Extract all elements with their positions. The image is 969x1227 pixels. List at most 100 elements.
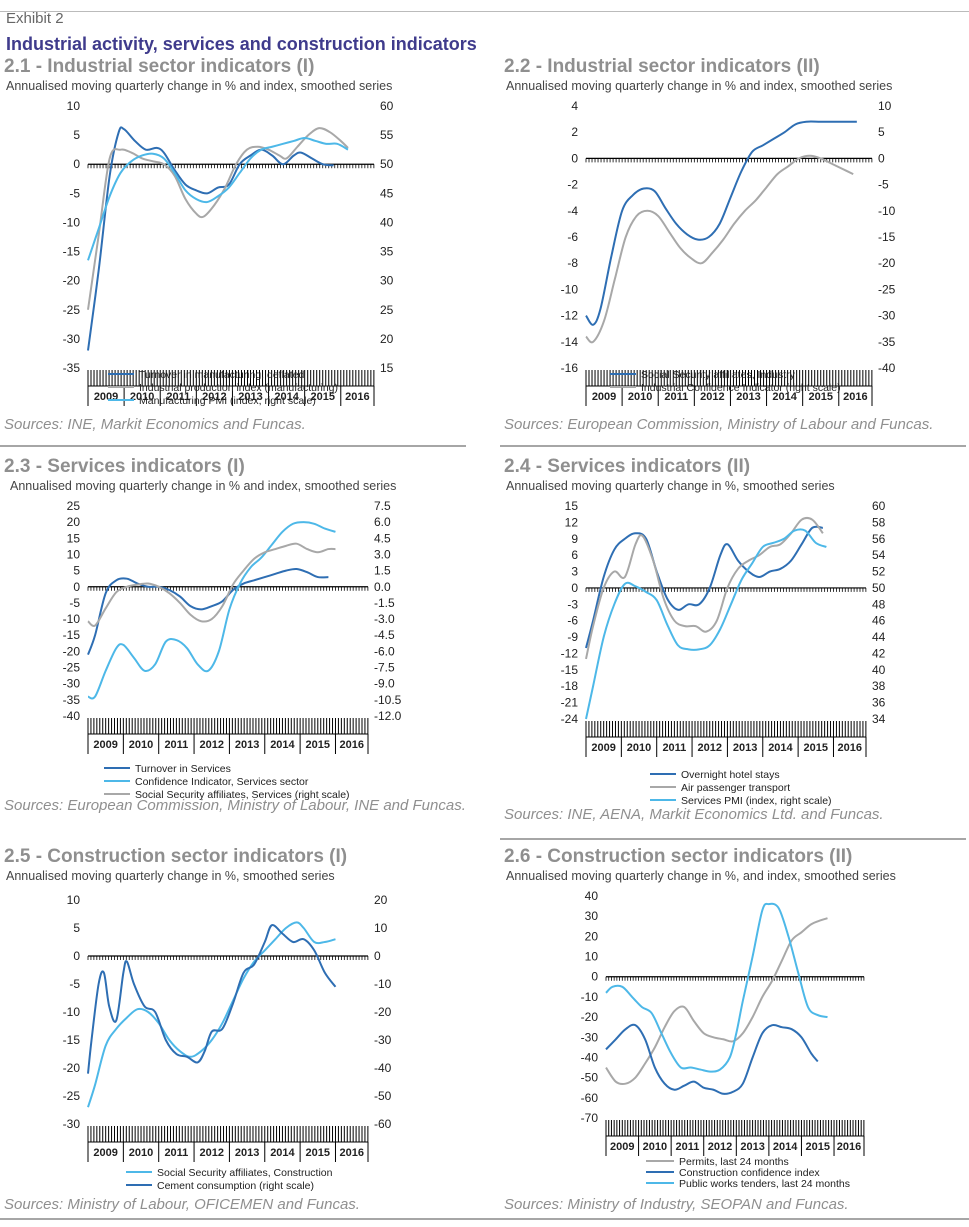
year-label: 2009 xyxy=(93,739,117,751)
left-tick-label: 20 xyxy=(585,929,599,943)
right-tick-label: -40 xyxy=(878,361,896,375)
right-tick-label: 20 xyxy=(380,332,394,346)
bottom-rule xyxy=(0,1218,969,1220)
left-tick-label: 5 xyxy=(73,128,80,142)
year-label: 2014 xyxy=(773,1141,798,1153)
left-tick-label: -20 xyxy=(63,644,81,658)
right-tick-label: -15 xyxy=(878,230,896,244)
right-tick-label: 35 xyxy=(380,245,394,259)
left-tick-label: 20 xyxy=(67,515,81,529)
right-tick-label: 56 xyxy=(872,532,886,546)
left-tick-label: -21 xyxy=(561,696,579,710)
year-label: 2014 xyxy=(274,391,299,403)
series-line-1 xyxy=(585,120,857,326)
left-tick-label: -10 xyxy=(63,612,81,626)
left-tick-label: -10 xyxy=(63,1005,81,1019)
left-tick-label: -40 xyxy=(63,709,81,723)
legend-label: Public works tenders, last 24 months xyxy=(679,1178,850,1190)
chart-2-2: 4 2 0 -2 -4 -6 -8 -10 -12 -14 -16 10 5 0 -5 -10 -15 -20 -2… xyxy=(561,99,896,406)
chart-title: 2.2 - Industrial sector indicators (II) xyxy=(504,56,820,77)
right-tick-label: 48 xyxy=(872,597,886,611)
right-tick-label: 58 xyxy=(872,515,886,529)
chart-source: Sources: INE, AENA, Markit Economics Ltd… xyxy=(504,806,884,823)
right-tick-label: -20 xyxy=(878,256,896,270)
left-tick-label: 9 xyxy=(571,532,578,546)
right-tick-label: 0 xyxy=(878,151,885,165)
left-tick-label: -10 xyxy=(581,990,599,1004)
year-label: 2015 xyxy=(804,742,828,754)
left-tick-label: 5 xyxy=(73,564,80,578)
year-label: 2016 xyxy=(345,391,369,403)
year-label: 2016 xyxy=(837,1141,861,1153)
left-tick-label: -10 xyxy=(561,282,579,296)
legend-label: Manufacturing PMI (index, right scale) xyxy=(139,395,316,407)
left-tick-label: -24 xyxy=(561,712,579,726)
right-tick-label: 40 xyxy=(380,215,394,229)
left-tick-label: -35 xyxy=(63,361,81,375)
left-tick-label: 3 xyxy=(571,565,578,579)
right-tick-label: -12.0 xyxy=(374,709,402,723)
left-tick-label: 0 xyxy=(73,580,80,594)
right-tick-label: -30 xyxy=(374,1033,392,1047)
left-tick-label: -60 xyxy=(581,1091,599,1105)
year-label: 2011 xyxy=(664,391,688,403)
right-tick-label: 10 xyxy=(878,99,892,113)
left-tick-label: -5 xyxy=(69,977,80,991)
left-tick-label: -6 xyxy=(567,230,578,244)
left-tick-label: -25 xyxy=(63,303,81,317)
chart-subtitle: Annualised moving quarterly change in % … xyxy=(6,79,393,93)
year-label: 2010 xyxy=(643,1141,667,1153)
year-label: 2012 xyxy=(700,391,724,403)
right-tick-label: -7.5 xyxy=(374,661,395,675)
left-tick-label: -2 xyxy=(567,178,578,192)
left-tick-label: -8 xyxy=(567,256,578,270)
year-label: 2010 xyxy=(129,739,153,751)
left-tick-label: -4 xyxy=(567,204,578,218)
chart-title: 2.1 - Industrial sector indicators (I) xyxy=(4,56,315,77)
year-label: 2014 xyxy=(772,391,797,403)
left-tick-label: 25 xyxy=(67,499,81,513)
right-tick-label: -25 xyxy=(878,282,896,296)
right-tick-label: 7.5 xyxy=(374,499,391,513)
right-tick-label: 44 xyxy=(872,630,886,644)
left-tick-label: -20 xyxy=(63,274,81,288)
chart-subtitle: Annualised moving quarterly change in % … xyxy=(10,479,397,493)
left-tick-label: -5 xyxy=(69,186,80,200)
left-tick-label: -20 xyxy=(581,1010,599,1024)
right-tick-label: 30 xyxy=(380,274,394,288)
right-tick-label: 34 xyxy=(872,712,886,726)
right-tick-label: -3.0 xyxy=(374,612,395,626)
year-label: 2009 xyxy=(93,1147,117,1159)
series-line-2 xyxy=(87,924,337,1074)
left-tick-label: -3 xyxy=(567,597,578,611)
year-label: 2012 xyxy=(697,742,721,754)
year-label: 2015 xyxy=(808,391,832,403)
year-label: 2016 xyxy=(339,739,363,751)
left-tick-label: -5 xyxy=(69,596,80,610)
chart-source: Sources: INE, Markit Economics and Funca… xyxy=(4,416,306,433)
series-line-1 xyxy=(87,126,334,351)
panel-2-3: 2.3 - Services indicators (I) Annualised… xyxy=(4,456,474,836)
left-tick-label: 10 xyxy=(67,547,81,561)
series-line-3 xyxy=(605,902,828,1073)
year-label: 2011 xyxy=(662,742,686,754)
year-label: 2014 xyxy=(270,739,295,751)
year-label: 2009 xyxy=(94,391,118,403)
left-tick-label: 0 xyxy=(73,157,80,171)
chart-source: Sources: Ministry of Labour, OFICEMEN an… xyxy=(4,1196,360,1213)
chart-title: 2.3 - Services indicators (I) xyxy=(4,456,245,477)
left-tick-label: -16 xyxy=(561,361,579,375)
left-tick-label: -25 xyxy=(63,1089,81,1103)
year-label: 2010 xyxy=(627,742,651,754)
legend-label: Cement consumption (right scale) xyxy=(157,1180,314,1192)
series-line-2 xyxy=(87,521,336,700)
right-tick-label: 25 xyxy=(380,303,394,317)
right-tick-label: -30 xyxy=(878,309,896,323)
right-tick-label: 0 xyxy=(374,949,381,963)
divider xyxy=(500,838,966,840)
left-tick-label: 10 xyxy=(67,893,81,907)
left-tick-label: 0 xyxy=(571,151,578,165)
year-label: 2011 xyxy=(164,1147,188,1159)
series-line-2 xyxy=(585,516,824,660)
left-tick-label: -70 xyxy=(581,1111,599,1125)
